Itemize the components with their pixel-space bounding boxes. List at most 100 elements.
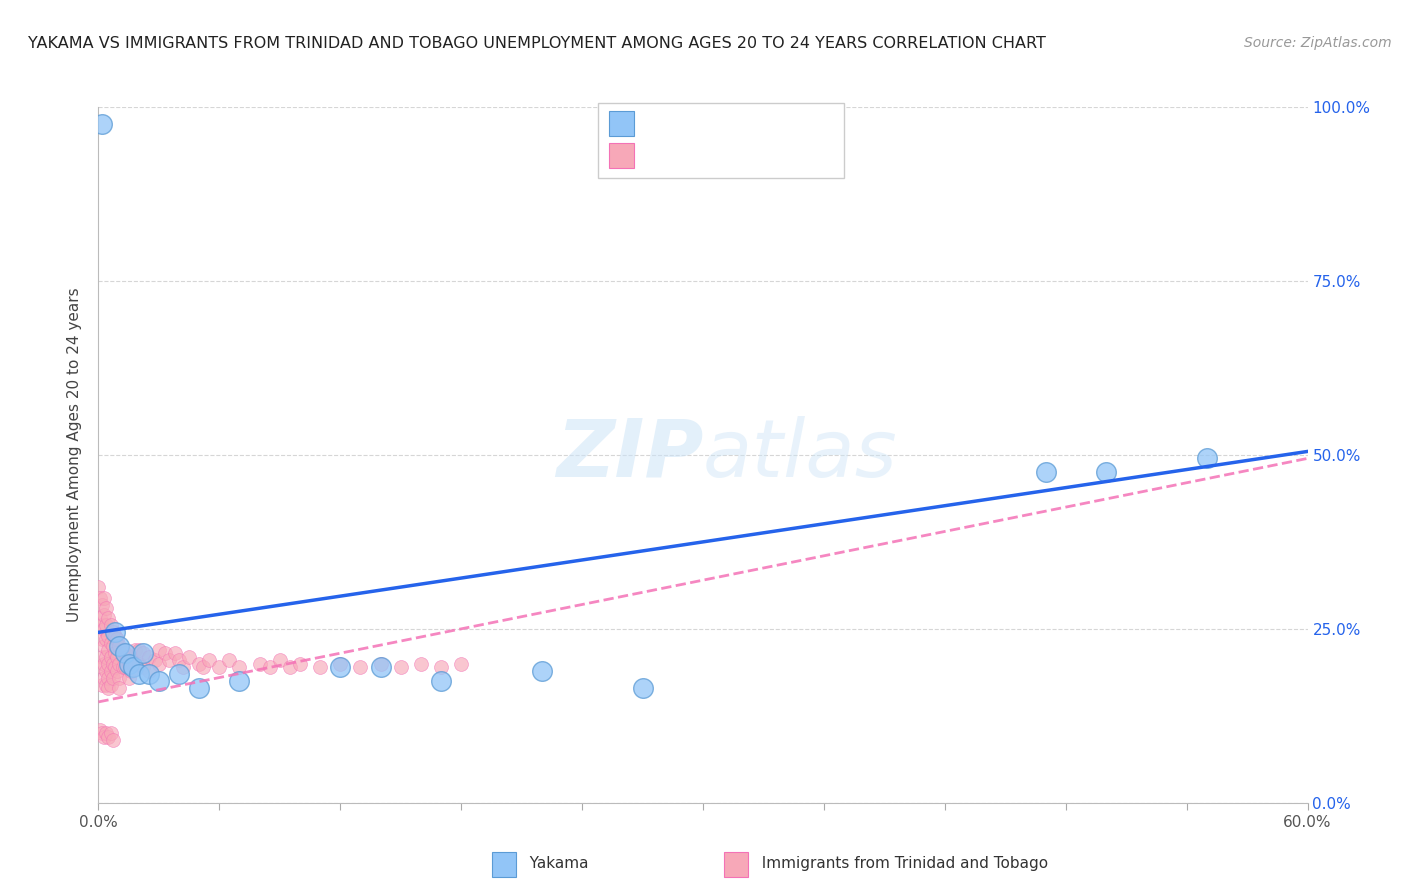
Point: [349, 660, 371, 674]
Point: [97, 671, 120, 685]
Point: [100, 618, 122, 632]
Point: [329, 660, 352, 674]
Point: [101, 671, 124, 685]
Point: [107, 657, 129, 671]
Point: [157, 653, 180, 667]
Point: [167, 653, 190, 667]
Point: [228, 660, 250, 674]
Point: [103, 625, 125, 640]
Point: [309, 660, 332, 674]
Point: [114, 646, 136, 660]
Point: [97, 657, 120, 671]
Point: [228, 674, 250, 689]
Point: [153, 646, 176, 660]
Point: [111, 660, 134, 674]
Point: [120, 649, 142, 664]
Text: N =: N =: [740, 112, 779, 130]
Point: [631, 681, 654, 695]
Point: [93, 730, 115, 744]
Point: [93, 657, 115, 671]
Text: Yakama: Yakama: [520, 856, 589, 871]
Point: [89, 723, 111, 737]
Point: [124, 657, 146, 671]
Point: [329, 657, 352, 671]
Point: [128, 657, 150, 671]
Text: 0.198: 0.198: [679, 145, 737, 163]
Point: [118, 671, 141, 685]
Point: [1195, 451, 1218, 466]
Point: [167, 667, 190, 681]
Point: [259, 660, 281, 674]
Point: [118, 657, 141, 671]
Point: [132, 646, 155, 660]
Point: [120, 664, 142, 678]
Text: 99: 99: [775, 145, 800, 163]
Point: [409, 657, 432, 671]
Point: [138, 664, 160, 678]
Point: [389, 660, 412, 674]
Point: [450, 657, 472, 671]
Point: [128, 642, 150, 657]
Point: [148, 642, 170, 657]
Point: [97, 611, 120, 625]
Point: [101, 639, 124, 653]
Point: [188, 657, 211, 671]
Point: [121, 660, 143, 674]
Point: [93, 607, 115, 622]
Point: [100, 677, 122, 691]
Point: [111, 642, 134, 657]
Y-axis label: Unemployment Among Ages 20 to 24 years: Unemployment Among Ages 20 to 24 years: [67, 287, 83, 623]
Point: [100, 636, 122, 650]
Point: [172, 660, 194, 674]
Text: YAKAMA VS IMMIGRANTS FROM TRINIDAD AND TOBAGO UNEMPLOYMENT AMONG AGES 20 TO 24 Y: YAKAMA VS IMMIGRANTS FROM TRINIDAD AND T…: [28, 36, 1046, 51]
Point: [128, 667, 150, 681]
Point: [269, 653, 291, 667]
Text: 0.277: 0.277: [679, 112, 735, 130]
Point: [124, 642, 146, 657]
Point: [114, 660, 136, 674]
Point: [198, 653, 221, 667]
Point: [100, 649, 122, 664]
Point: [179, 649, 201, 664]
Text: ZIP: ZIP: [555, 416, 703, 494]
Point: [370, 657, 392, 671]
Point: [430, 660, 453, 674]
Point: [148, 657, 170, 671]
Point: [97, 642, 120, 657]
Point: [107, 639, 129, 653]
Point: [91, 618, 114, 632]
Point: [288, 657, 311, 671]
Point: [107, 639, 129, 653]
Point: [100, 664, 122, 678]
Point: [138, 667, 160, 681]
Point: [96, 618, 118, 632]
Point: [249, 657, 271, 671]
Point: [91, 726, 114, 740]
Point: [115, 649, 138, 664]
Point: [103, 646, 125, 660]
Point: [89, 591, 111, 605]
Point: [96, 726, 118, 740]
Point: [105, 632, 128, 647]
Point: [96, 664, 118, 678]
Point: [143, 653, 166, 667]
Point: [100, 726, 122, 740]
Text: Immigrants from Trinidad and Tobago: Immigrants from Trinidad and Tobago: [752, 856, 1049, 871]
Point: [193, 660, 215, 674]
Point: [91, 117, 114, 131]
Point: [96, 649, 118, 664]
Point: [105, 664, 128, 678]
Text: R =: R =: [644, 145, 683, 163]
Point: [1095, 466, 1118, 480]
Point: [93, 622, 115, 636]
Point: [530, 664, 553, 678]
Point: [105, 649, 128, 664]
Point: [93, 591, 115, 605]
Point: [97, 730, 120, 744]
Point: [91, 632, 114, 647]
Point: [91, 649, 114, 664]
Point: [107, 671, 129, 685]
Point: [188, 681, 211, 695]
Point: [138, 649, 160, 664]
Text: R =: R =: [644, 112, 683, 130]
